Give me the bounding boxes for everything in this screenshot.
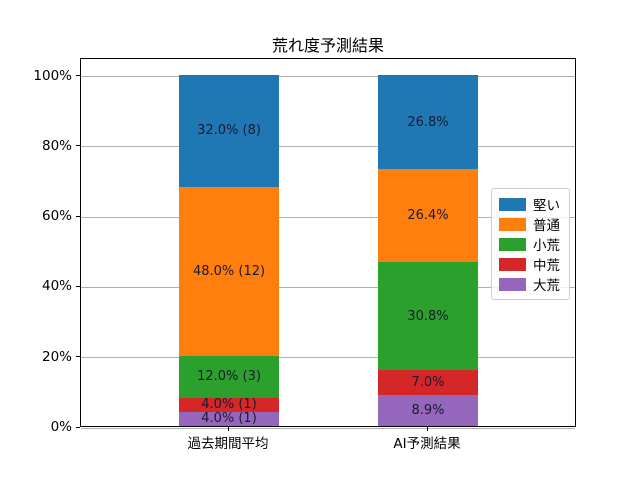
legend-label: 大荒 <box>533 278 560 294</box>
legend-item: 普通 <box>499 214 562 234</box>
bar-segment-label: 12.0% (3) <box>197 369 261 385</box>
chart-title: 荒れ度予測結果 <box>271 36 384 55</box>
x-axis-tick <box>427 427 428 431</box>
bar-segment-label: 32.0% (8) <box>197 123 261 139</box>
y-axis-tick <box>76 145 80 147</box>
y-axis-tick-label: 0% <box>50 419 72 435</box>
bar-segment-label: 7.0% <box>411 374 445 390</box>
bar-segment-label: 8.9% <box>411 402 445 418</box>
y-axis-tick-label: 60% <box>41 208 72 225</box>
bar-segment: 7.0% <box>378 370 478 395</box>
legend: 堅い普通小荒中荒大荒 <box>491 188 570 300</box>
legend-color-swatch <box>499 257 526 271</box>
gridline <box>81 76 575 78</box>
bar-segment: 8.9% <box>378 394 478 426</box>
gridline <box>81 216 575 218</box>
bar-segment: 26.8% <box>378 74 478 170</box>
y-axis-tick-label: 100% <box>33 67 72 84</box>
bar-segment: 12.0% (3) <box>179 355 279 398</box>
bar-segment: 4.0% (1) <box>179 397 279 413</box>
gridline <box>81 146 575 148</box>
stacked-bar: 8.9% 7.0% 30.8% 26.4% 26.8% <box>378 57 478 426</box>
legend-item: 大荒 <box>499 274 562 294</box>
bar-segment: 4.0% (1) <box>179 411 279 427</box>
legend-label: 中荒 <box>533 258 560 274</box>
y-axis-tick <box>76 215 80 217</box>
bar-segment: 48.0% (12) <box>179 187 279 356</box>
bar-segment-label: 4.0% (1) <box>201 397 257 413</box>
legend-label: 小荒 <box>533 238 560 254</box>
stacked-bar: 4.0% (1) 4.0% (1) 12.0% (3) 48.0% (12) 32.0%… <box>179 57 279 426</box>
bar-segment: 26.4% <box>378 169 478 262</box>
x-axis-tick <box>228 427 229 431</box>
bar-segment-label: 26.4% <box>407 208 449 223</box>
bar-segment-label: 4.0% (1) <box>201 411 257 427</box>
legend-item: 堅い <box>499 194 562 214</box>
legend-item: 中荒 <box>499 254 562 274</box>
legend-label: 普通 <box>533 218 560 234</box>
bar-segment-label: 26.8% <box>407 114 449 130</box>
y-axis-tick <box>76 426 80 428</box>
bar-segment: 32.0% (8) <box>179 74 279 188</box>
legend-color-swatch <box>499 217 526 231</box>
gridline <box>81 357 575 359</box>
y-axis-tick <box>76 285 80 287</box>
y-axis-tick <box>76 75 80 77</box>
legend-color-swatch <box>499 277 526 291</box>
x-axis-tick-label: AI予測結果 <box>393 436 461 452</box>
bar-segment-label: 48.0% (12) <box>192 263 266 279</box>
legend-color-swatch <box>499 197 526 211</box>
gridline <box>81 286 575 288</box>
legend-item: 小荒 <box>499 234 562 254</box>
gridline <box>81 427 575 429</box>
bar-segment-label: 30.8% <box>407 308 449 324</box>
y-axis-tick-label: 40% <box>41 278 72 295</box>
x-axis-tick-label: 過去期間平均 <box>187 436 269 452</box>
y-axis-tick-label: 20% <box>41 348 72 365</box>
legend-label: 堅い <box>533 198 560 214</box>
y-axis-tick <box>76 356 80 358</box>
y-axis-tick-label: 80% <box>41 137 72 154</box>
bar-segment: 30.8% <box>378 261 478 371</box>
legend-color-swatch <box>499 237 526 251</box>
